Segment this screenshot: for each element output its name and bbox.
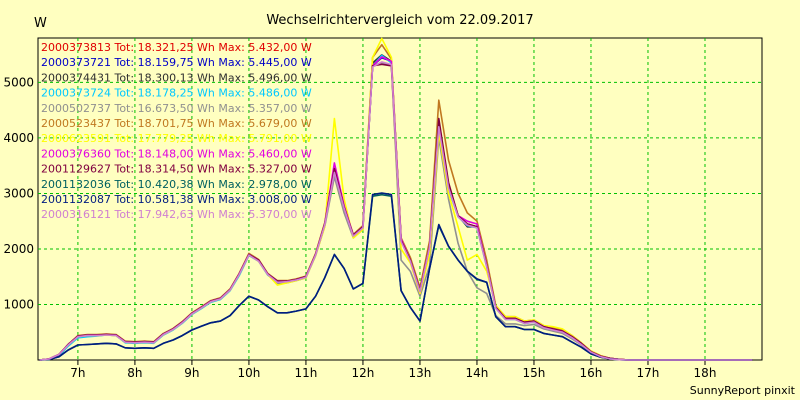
x-tick-label: 11h	[294, 366, 317, 380]
x-tick-label: 7h	[70, 366, 85, 380]
y-tick-label: 2000	[3, 242, 34, 256]
legend-entry: 2000502737 Tot: 16.673,50 Wh Max: 5.357,…	[41, 102, 312, 115]
legend-entry: 2000523437 Tot: 18.701,75 Wh Max: 5.679,…	[41, 117, 312, 130]
y-tick-label: 5000	[3, 75, 34, 89]
x-tick-label: 10h	[237, 366, 260, 380]
legend-entry: 2000373724 Tot: 18.178,25 Wh Max: 5.486,…	[41, 87, 312, 100]
legend: 2000373813 Tot: 18.321,25 Wh Max: 5.432,…	[41, 41, 312, 221]
x-tick-label: 14h	[466, 366, 489, 380]
legend-entry: 2000316121 Tot: 17.942,63 Wh Max: 5.370,…	[41, 208, 312, 221]
x-tick-label: 18h	[694, 366, 717, 380]
legend-entry: 2001132087 Tot: 10.581,38 Wh Max: 3.008,…	[41, 193, 312, 206]
y-tick-label: 3000	[3, 186, 34, 200]
plot-frame	[37, 37, 763, 361]
legend-entry: 2000373813 Tot: 18.321,25 Wh Max: 5.432,…	[41, 41, 312, 54]
x-tick-label: 15h	[523, 366, 546, 380]
x-tick-label: 17h	[637, 366, 660, 380]
x-tick-label: 16h	[580, 366, 603, 380]
y-axis-unit: W	[34, 16, 47, 31]
y-tick-label: 1000	[3, 297, 34, 311]
x-tick-label: 8h	[127, 366, 142, 380]
footer-credit: SunnyReport pinxit	[690, 384, 796, 397]
series-line-11	[39, 61, 753, 361]
y-tick-label: 4000	[3, 131, 34, 145]
x-tick-label: 9h	[184, 366, 199, 380]
y-axis-ticks: 1000 2000 3000 4000 5000	[3, 75, 34, 311]
legend-entry: 2000623591 Tot: 17.779,25 Wh Max: 5.791,…	[41, 132, 312, 145]
x-axis-ticks: 7h 8h 9h 10h 11h 12h 13h 14h 15h 16h 17h 18h	[70, 360, 716, 380]
legend-entry: 2001132036 Tot: 10.420,38 Wh Max: 2.978,…	[41, 178, 312, 191]
series-lines	[39, 37, 753, 361]
chart-title: Wechselrichtervergleich vom 22.09.2017	[266, 13, 533, 28]
legend-entry: 2000376360 Tot: 18.148,00 Wh Max: 5.460,…	[41, 147, 312, 160]
legend-entry: 2001129627 Tot: 18.314,50 Wh Max: 5.327,…	[41, 163, 312, 176]
x-tick-label: 12h	[352, 366, 375, 380]
legend-entry: 2000374431 Tot: 18.300,13 Wh Max: 5.496,…	[41, 71, 312, 84]
legend-entry: 2000373721 Tot: 18.159,75 Wh Max: 5.445,…	[41, 56, 312, 69]
x-tick-label: 13h	[409, 366, 432, 380]
